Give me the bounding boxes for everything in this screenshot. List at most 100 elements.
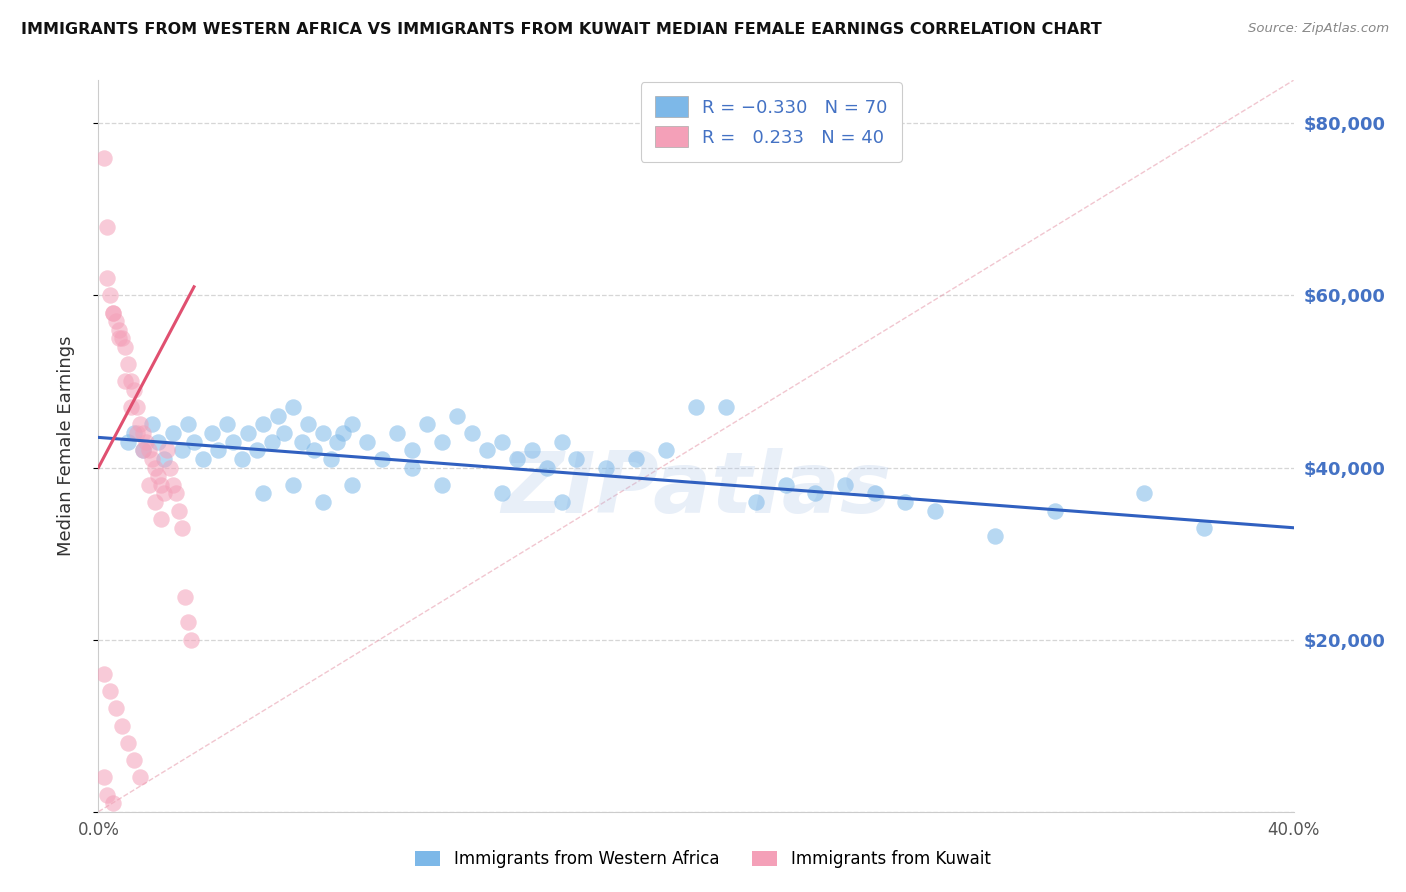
Point — [342, 417, 364, 432]
Point — [96, 219, 118, 234]
Point — [401, 443, 423, 458]
Point — [98, 684, 122, 698]
Point — [401, 460, 423, 475]
Point — [135, 434, 157, 449]
Point — [132, 443, 155, 458]
Point — [894, 495, 917, 509]
Point — [108, 331, 131, 345]
Y-axis label: Median Female Earnings: Median Female Earnings — [56, 335, 75, 557]
Point — [159, 460, 181, 475]
Point — [446, 409, 468, 423]
Point — [120, 401, 142, 415]
Point — [252, 417, 274, 432]
Point — [180, 632, 202, 647]
Text: IMMIGRANTS FROM WESTERN AFRICA VS IMMIGRANTS FROM KUWAIT MEDIAN FEMALE EARNINGS : IMMIGRANTS FROM WESTERN AFRICA VS IMMIGR… — [21, 22, 1102, 37]
Point — [595, 460, 617, 475]
Point — [281, 401, 304, 415]
Point — [371, 451, 394, 466]
Point — [430, 477, 453, 491]
Point — [156, 443, 179, 458]
Point — [273, 426, 295, 441]
Point — [96, 788, 118, 802]
Point — [430, 434, 453, 449]
Point — [924, 503, 946, 517]
Point — [655, 443, 678, 458]
Point — [150, 477, 173, 491]
Point — [1192, 521, 1215, 535]
Point — [385, 426, 409, 441]
Point — [153, 451, 176, 466]
Point — [302, 443, 325, 458]
Point — [260, 434, 283, 449]
Point — [114, 375, 136, 389]
Point — [177, 615, 200, 630]
Point — [984, 529, 1007, 543]
Point — [117, 434, 139, 449]
Point — [491, 486, 513, 500]
Point — [550, 434, 572, 449]
Point — [165, 486, 187, 500]
Point — [127, 401, 149, 415]
Point — [201, 426, 224, 441]
Point — [150, 512, 173, 526]
Point — [252, 486, 274, 500]
Point — [141, 451, 163, 466]
Point — [416, 417, 439, 432]
Point — [291, 434, 314, 449]
Point — [326, 434, 349, 449]
Point — [321, 451, 343, 466]
Point — [124, 753, 146, 767]
Point — [93, 770, 115, 784]
Point — [127, 426, 149, 441]
Point — [153, 486, 176, 500]
Point — [356, 434, 378, 449]
Point — [865, 486, 887, 500]
Point — [207, 443, 229, 458]
Point — [129, 770, 152, 784]
Point — [550, 495, 572, 509]
Legend: Immigrants from Western Africa, Immigrants from Kuwait: Immigrants from Western Africa, Immigran… — [409, 844, 997, 875]
Point — [96, 271, 118, 285]
Point — [172, 443, 194, 458]
Point — [138, 477, 160, 491]
Point — [103, 305, 125, 319]
Point — [132, 426, 155, 441]
Point — [132, 443, 155, 458]
Point — [167, 503, 190, 517]
Point — [775, 477, 797, 491]
Point — [103, 796, 125, 810]
Text: ZIPatlas: ZIPatlas — [501, 449, 891, 532]
Point — [536, 460, 558, 475]
Point — [1043, 503, 1066, 517]
Point — [172, 521, 194, 535]
Point — [111, 719, 134, 733]
Point — [246, 443, 269, 458]
Point — [162, 477, 184, 491]
Point — [105, 701, 128, 715]
Point — [685, 401, 707, 415]
Point — [143, 460, 166, 475]
Point — [129, 417, 152, 432]
Point — [506, 451, 529, 466]
Point — [98, 288, 122, 302]
Point — [117, 357, 139, 371]
Point — [520, 443, 543, 458]
Point — [177, 417, 200, 432]
Point — [138, 443, 160, 458]
Legend: R = −0.330   N = 70, R =   0.233   N = 40: R = −0.330 N = 70, R = 0.233 N = 40 — [641, 82, 903, 161]
Point — [108, 323, 131, 337]
Point — [148, 469, 170, 483]
Point — [342, 477, 364, 491]
Point — [143, 495, 166, 509]
Point — [281, 477, 304, 491]
Text: Source: ZipAtlas.com: Source: ZipAtlas.com — [1249, 22, 1389, 36]
Point — [461, 426, 484, 441]
Point — [191, 451, 214, 466]
Point — [124, 383, 146, 397]
Point — [222, 434, 245, 449]
Point — [215, 417, 238, 432]
Point — [626, 451, 648, 466]
Point — [565, 451, 588, 466]
Point — [103, 305, 125, 319]
Point — [93, 151, 115, 165]
